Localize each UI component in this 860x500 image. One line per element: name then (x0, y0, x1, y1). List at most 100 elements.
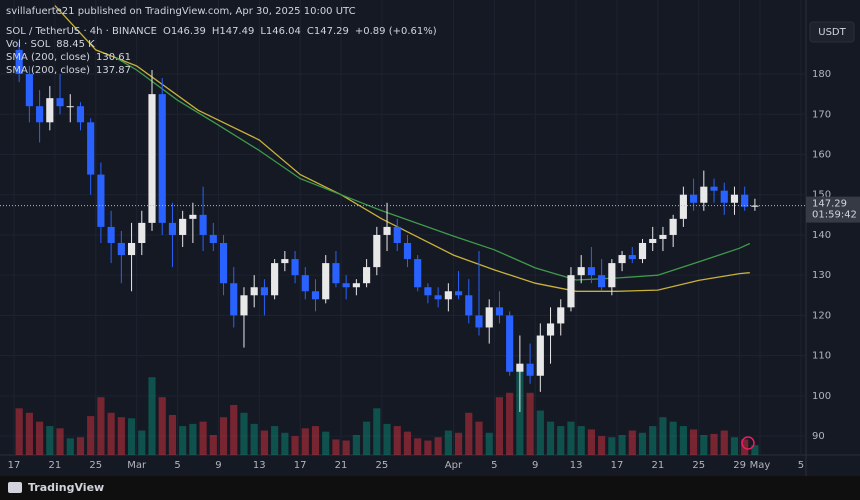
candle-body (506, 315, 514, 372)
volume-bar (219, 417, 228, 455)
volume-bar (495, 397, 504, 455)
candle-body (444, 291, 452, 300)
x-tick-label: 5 (491, 460, 497, 471)
candle-body (127, 242, 136, 256)
volume-bar (25, 412, 33, 455)
volume-bar (730, 437, 739, 455)
candle-body (465, 295, 473, 316)
x-tick-label: 29 (733, 460, 746, 471)
volume-bar (751, 445, 759, 455)
candle-body (516, 363, 524, 372)
volume-bar (373, 408, 381, 455)
volume-bar (720, 430, 728, 455)
legend-text: O146.39 (163, 26, 206, 37)
candle-body (373, 234, 381, 268)
y-tick-label: 180 (812, 69, 831, 80)
candle-body (158, 94, 166, 223)
candle-body (475, 315, 483, 328)
axes: 90 100 110 120 130 140 150 160 170 180 17 21 25 Mar 5 9… (8, 69, 831, 471)
volume-bar (444, 430, 452, 455)
candle-body (751, 205, 759, 207)
x-tick-label: 17 (294, 460, 307, 471)
candle-body (260, 287, 268, 296)
volume-bar (15, 408, 23, 455)
candle-body (730, 194, 739, 203)
volume-bar (117, 417, 125, 455)
legend-text: C147.29 (307, 26, 349, 37)
x-tick-label: 25 (89, 460, 102, 471)
volume-bar (138, 430, 146, 455)
legend-text: 88.45 K (56, 39, 95, 50)
volume-bar (638, 432, 647, 455)
legend-text: H147.49 (212, 26, 255, 37)
volume-pane (15, 366, 759, 455)
candle-body (189, 214, 197, 219)
countdown: 01:59:42 (812, 210, 857, 221)
candle-body (741, 194, 749, 207)
x-tick-label: 21 (335, 460, 348, 471)
candle-body (414, 259, 422, 288)
x-tick-label: 25 (376, 460, 389, 471)
candle-body (97, 174, 105, 227)
candle-body (700, 186, 708, 203)
candle-body (168, 222, 177, 235)
candle-body (342, 283, 350, 288)
candle-body (526, 363, 534, 376)
candle-body (322, 263, 330, 300)
y-tick-label: 140 (812, 230, 831, 241)
candle-body (25, 74, 33, 107)
volume-bar (363, 421, 371, 455)
legend-text: +0.89 (+0.61%) (355, 26, 437, 37)
volume-bar (281, 432, 289, 455)
volume-bar (526, 392, 534, 455)
candle-body (240, 295, 248, 316)
legend-text: 137.87 (96, 65, 131, 76)
y-tick-label: 90 (812, 431, 825, 442)
volume-bar (168, 415, 177, 455)
legend-text: SMA (200, close) (6, 52, 90, 63)
volume-bar (587, 429, 595, 455)
candle-body (179, 218, 187, 235)
candle-body (301, 275, 309, 292)
volume-bar (46, 426, 54, 455)
candle-body (424, 287, 432, 296)
x-tick-label: Apr (445, 460, 463, 471)
volume-bar (179, 426, 187, 455)
candle-body (138, 222, 146, 243)
volume-bar (598, 436, 606, 455)
candle-body (291, 259, 299, 276)
volume-bar (332, 439, 340, 455)
candle-body (393, 226, 401, 243)
footer-brand: TradingView (28, 481, 104, 494)
volume-bar (557, 426, 565, 455)
candle-body (332, 263, 340, 284)
candle-body (587, 267, 595, 276)
alert-icon[interactable] (741, 436, 755, 450)
volume-bar (618, 435, 626, 455)
x-tick-label: 5 (798, 460, 804, 471)
volume-bar (240, 412, 248, 455)
volume-bar (199, 421, 207, 455)
candle-body (618, 255, 626, 264)
volume-bar (475, 421, 483, 455)
candle-body (311, 291, 320, 300)
volume-bar (56, 428, 64, 455)
candle-body (567, 275, 575, 308)
legend: svillafuerte21 published on TradingView.… (6, 6, 437, 76)
candle-body (219, 242, 228, 284)
candle-body (690, 194, 698, 203)
x-tick-label: 5 (174, 460, 180, 471)
candle-body (710, 186, 718, 191)
volume-bar (506, 392, 514, 455)
candle-body (230, 283, 238, 316)
y-tick-label: 110 (812, 351, 831, 362)
candle-body (46, 98, 54, 123)
volume-bar (36, 421, 44, 455)
candle-body (546, 323, 555, 336)
volume-bar (465, 412, 473, 455)
volume-bar (158, 397, 166, 455)
y-tick-label: 120 (812, 310, 831, 321)
volume-bar (127, 418, 136, 455)
x-tick-label: 17 (611, 460, 624, 471)
candle-body (720, 190, 728, 203)
